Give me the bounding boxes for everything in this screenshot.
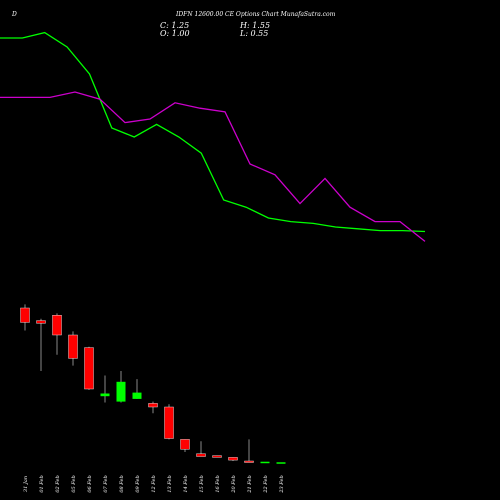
- x-tick-label: 06 Feb: [87, 475, 93, 492]
- candle-body: [116, 381, 126, 402]
- candle-body: [276, 462, 286, 464]
- x-tick-label: 01 Feb: [39, 475, 45, 492]
- x-tick-label: 12 Feb: [151, 475, 157, 492]
- candle-body: [132, 392, 142, 399]
- candle-body: [100, 393, 110, 397]
- x-tick-label: 31 Jan: [23, 476, 29, 492]
- candle-body: [260, 461, 270, 464]
- chart-title: IDFN 12600.00 CE Options Chart MunafaSut…: [176, 11, 336, 18]
- x-tick-label: 22 Feb: [263, 475, 269, 493]
- x-tick-label: 13 Feb: [167, 475, 173, 492]
- ohlc-open: O: 1.00: [160, 29, 190, 38]
- x-tick-label: 05 Feb: [71, 475, 77, 492]
- candle-body: [20, 307, 30, 323]
- candle-body: [52, 315, 62, 336]
- candle-body: [244, 460, 254, 463]
- ma-slow-line: [0, 91, 426, 242]
- x-tick-label: 02 Feb: [55, 475, 61, 492]
- candle-body: [180, 439, 190, 450]
- x-tick-label: 20 Feb: [231, 475, 237, 493]
- candle-body: [212, 455, 222, 458]
- ohlc-high: H: 1.55: [240, 21, 271, 30]
- ohlc-low: L: 0.55: [240, 29, 269, 38]
- candle-body: [164, 406, 174, 439]
- x-tick-label: 16 Feb: [215, 475, 221, 492]
- x-tick-label: 15 Feb: [199, 475, 205, 492]
- x-tick-label: 08 Feb: [119, 475, 125, 492]
- x-tick-label: 09 Feb: [135, 475, 141, 492]
- candle-body: [84, 347, 94, 390]
- candle-body: [148, 403, 158, 408]
- candle-body: [196, 453, 206, 457]
- x-tick-label: 14 Feb: [183, 475, 189, 492]
- x-tick-label: 07 Feb: [103, 475, 109, 492]
- ohlc-close: C: 1.25: [160, 21, 190, 30]
- candle-body: [36, 320, 46, 324]
- x-tick-label: 21 Feb: [247, 475, 253, 493]
- x-tick-label: 23 Feb: [279, 475, 285, 493]
- candle-body: [68, 334, 78, 359]
- ma-fast-line: [0, 31, 426, 233]
- candle-body: [228, 457, 238, 461]
- left-marker: D: [12, 11, 17, 18]
